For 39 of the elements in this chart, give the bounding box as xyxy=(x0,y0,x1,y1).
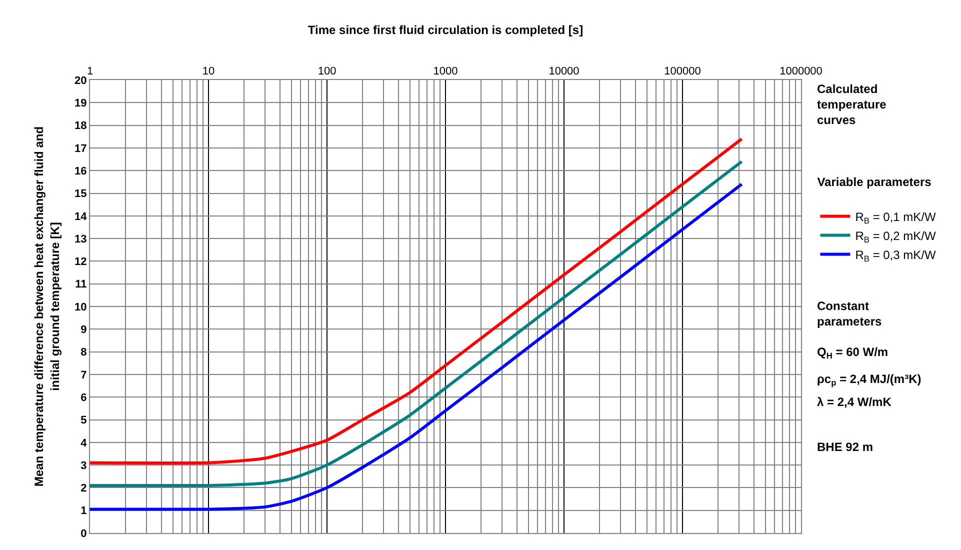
legend-label: R$_{B}$ = 0,3 mK/W xyxy=(855,248,937,264)
y-axis-title: Mean temperature difference between heat exchanger fluid and initial ground temperature [K] xyxy=(32,126,62,487)
y-tick-label: 5 xyxy=(80,414,87,427)
y-tick-label: 10 xyxy=(74,301,87,314)
y-tick-label: 18 xyxy=(74,120,87,132)
y-tick-label: 8 xyxy=(80,346,87,359)
y-tick-label: 12 xyxy=(74,256,87,268)
y-tick-label: 4 xyxy=(80,437,88,450)
y-tick-label: 1 xyxy=(80,505,87,518)
x-tick-label: 100000 xyxy=(664,66,701,78)
y-tick-label: 11 xyxy=(75,278,87,291)
x-axis-title: Time since first fluid circulation is completed [s] xyxy=(308,22,584,37)
y-tick-label: 16 xyxy=(74,165,87,178)
x-tick-label: 10000 xyxy=(548,66,580,78)
y-tick-label: 17 xyxy=(74,142,87,155)
text: BHE 92 m xyxy=(817,440,874,454)
y-tick-label: 9 xyxy=(80,324,87,336)
y-tick-label: 7 xyxy=(80,369,87,382)
text: ρc$_{p}$ = 2,4 MJ/(m³K) xyxy=(817,372,922,388)
text: Constant parameters xyxy=(817,299,882,329)
y-tick-label: 0 xyxy=(80,528,87,540)
y-tick-label: 6 xyxy=(80,392,87,404)
text: Calculated temperature curves xyxy=(817,82,887,128)
legend-label: R$_{B}$ = 0,1 mK/W xyxy=(855,210,937,226)
y-tick-label: 15 xyxy=(74,188,87,200)
x-tick-label: 1000000 xyxy=(780,66,822,78)
text: Q$_{H}$ = 60 W/m xyxy=(817,345,888,361)
y-tick-label: 13 xyxy=(74,233,87,246)
y-tick-label: 3 xyxy=(80,460,87,472)
x-tick-label: 100 xyxy=(318,66,336,78)
y-tick-label: 20 xyxy=(74,74,87,87)
text: λ = 2,4 W/mK xyxy=(817,395,892,409)
legend-title: Variable parameters xyxy=(817,175,932,190)
y-tick-label: 14 xyxy=(74,210,88,223)
x-tick-label: 10 xyxy=(202,66,215,78)
x-tick-label: 1000 xyxy=(433,66,458,78)
legend-label: R$_{B}$ = 0,2 mK/W xyxy=(855,228,937,244)
y-tick-label: 2 xyxy=(80,482,87,495)
y-tick-label: 19 xyxy=(74,98,87,110)
